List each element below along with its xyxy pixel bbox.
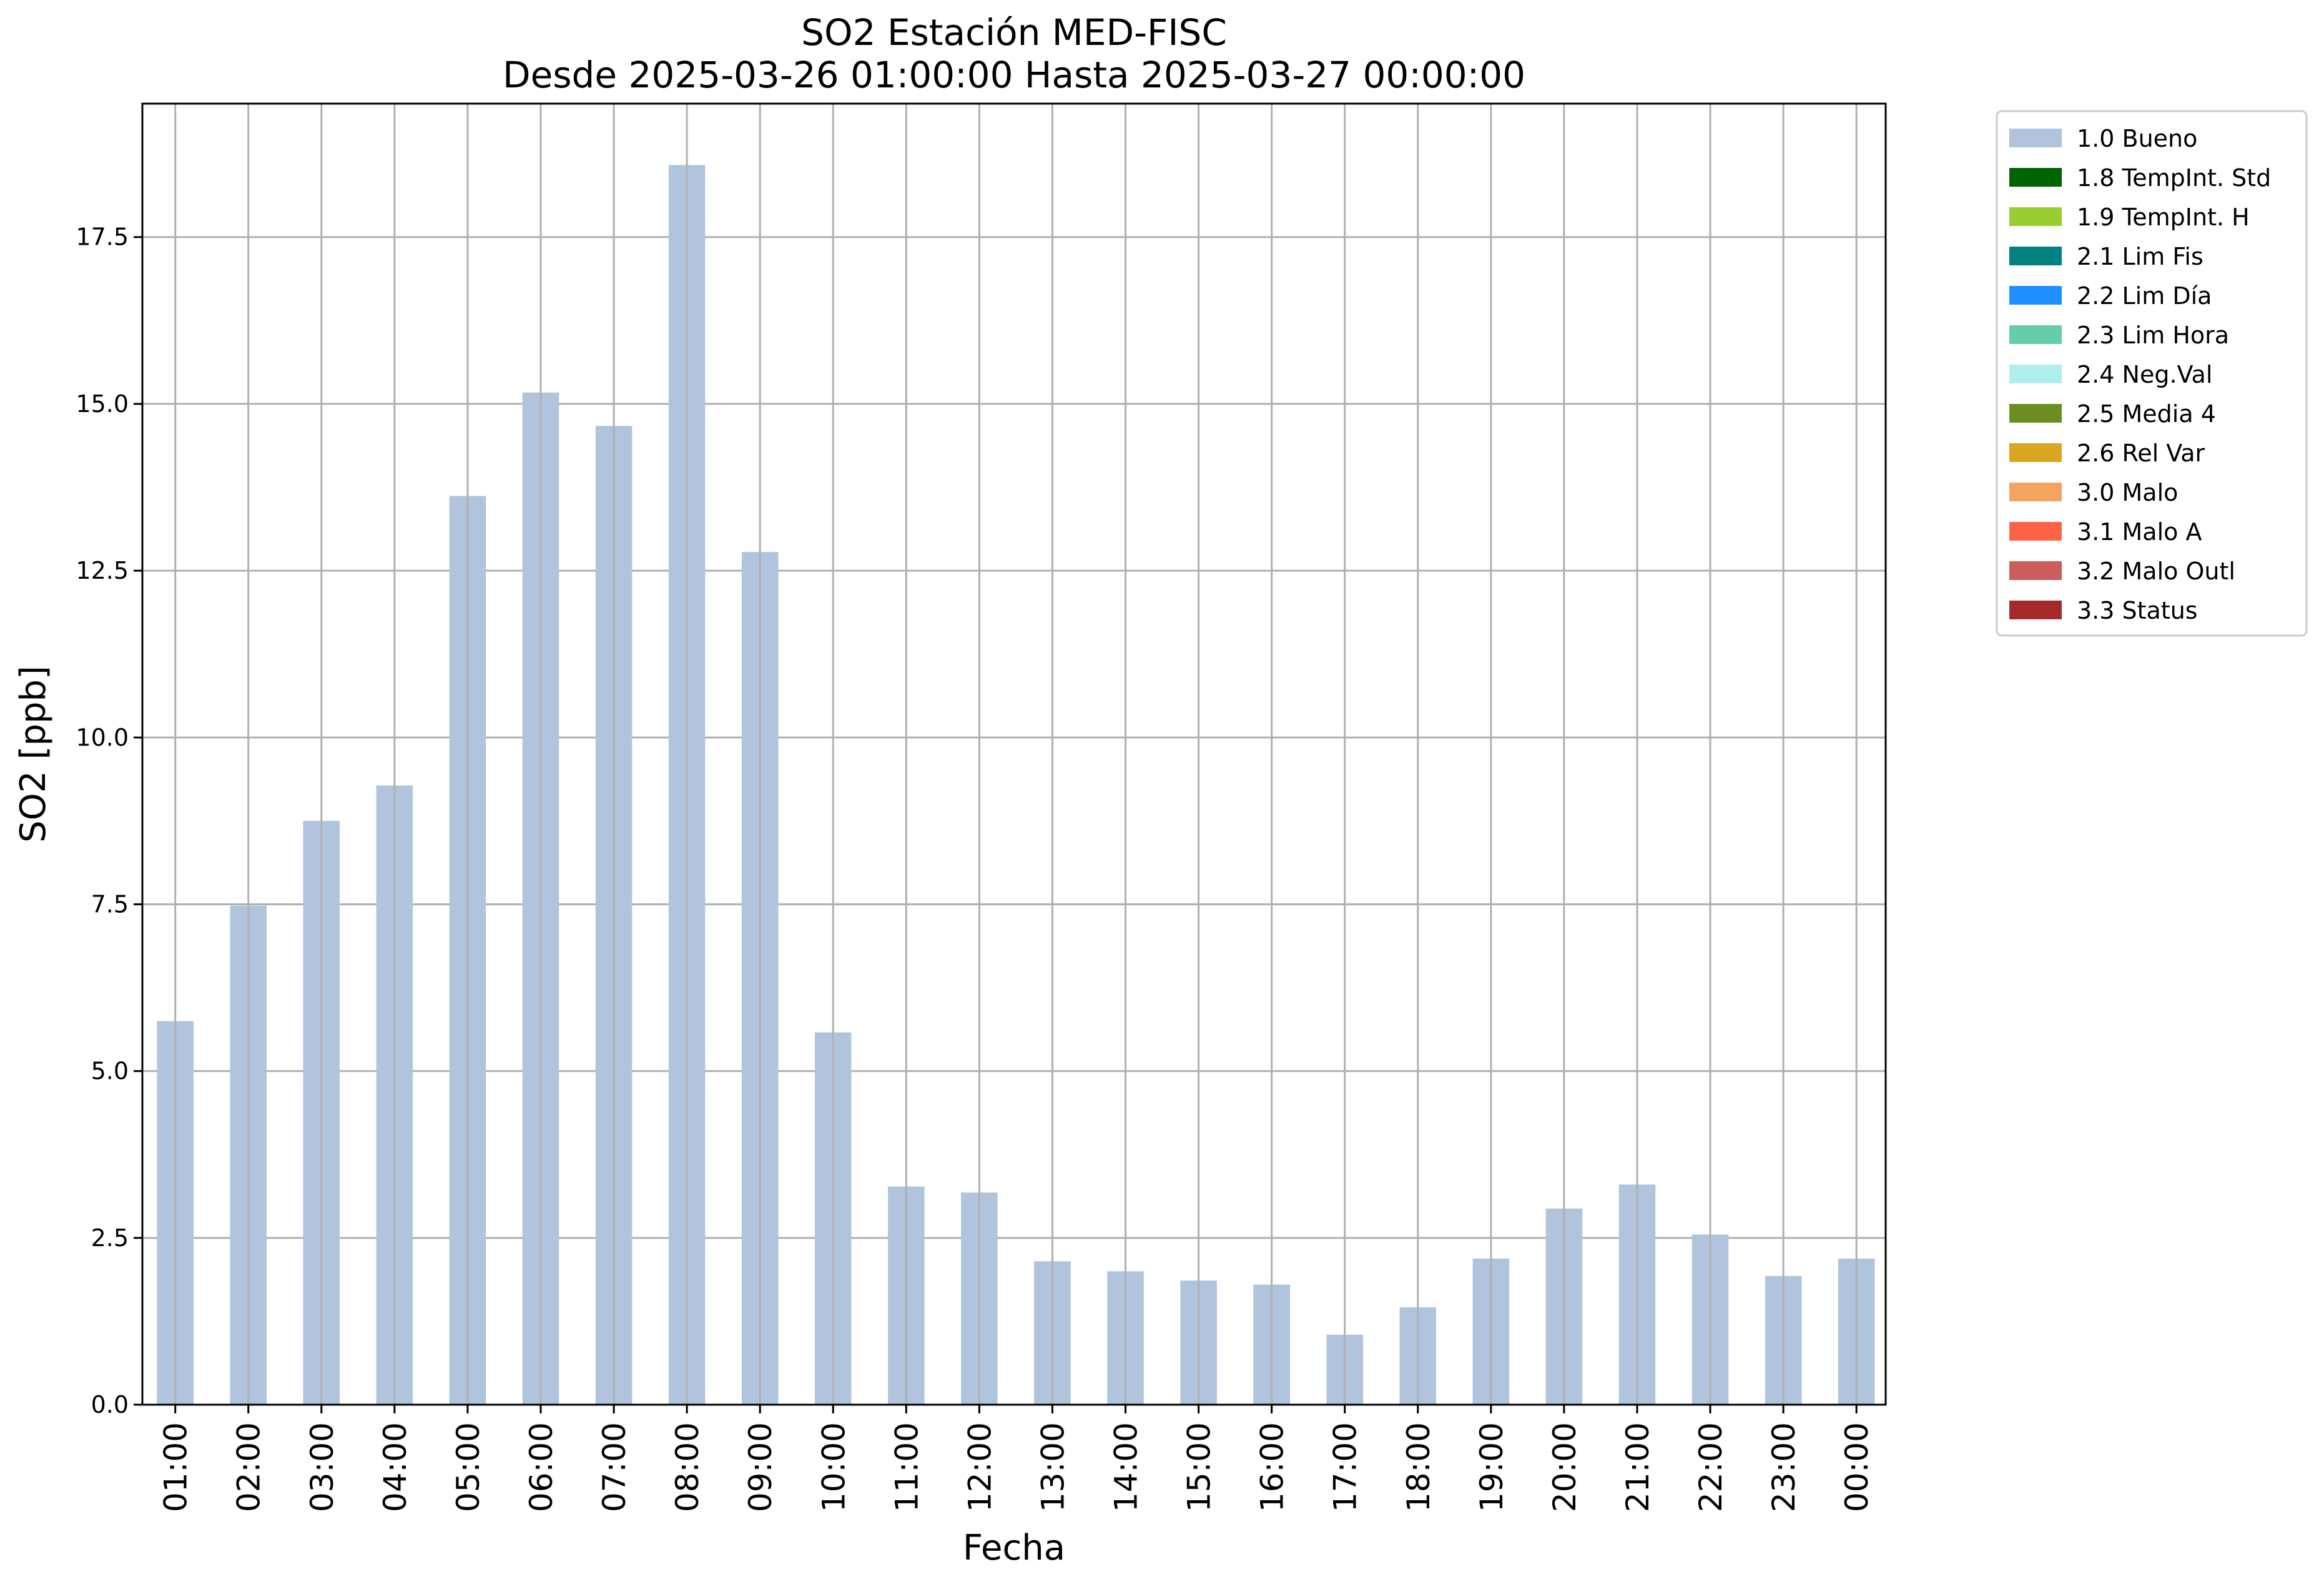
- x-tick-label: 01:00: [158, 1422, 194, 1512]
- legend-entry: 2.3 Lim Hora: [2077, 322, 2229, 349]
- x-tick-label: 05:00: [450, 1422, 486, 1512]
- legend-swatch: [2009, 286, 2062, 305]
- legend-entry: 3.3 Status: [2077, 597, 2198, 624]
- y-tick-label: 12.5: [76, 557, 129, 584]
- x-tick-label: 09:00: [742, 1422, 779, 1512]
- x-tick-label: 22:00: [1693, 1422, 1729, 1512]
- y-tick-label: 17.5: [76, 224, 129, 251]
- x-tick-label: 18:00: [1401, 1422, 1437, 1512]
- y-axis-ticks: 0.0 2.5 5.0 7.5 10.0 12.5 15.0 17.5: [76, 224, 142, 1418]
- legend-swatch: [2009, 129, 2062, 147]
- x-tick-label: 23:00: [1766, 1422, 1802, 1512]
- legend-swatch: [2009, 601, 2062, 619]
- x-tick-label: 00:00: [1839, 1422, 1875, 1512]
- legend-entry: 1.8 TempInt. Std: [2077, 164, 2271, 192]
- legend-entry: 2.1 Lim Fis: [2077, 243, 2203, 270]
- legend-swatch: [2009, 325, 2062, 344]
- legend-swatch: [2009, 365, 2062, 383]
- x-tick-label: 21:00: [1620, 1422, 1656, 1512]
- legend-swatch: [2009, 443, 2062, 462]
- x-tick-label: 19:00: [1474, 1422, 1510, 1512]
- x-tick-label: 16:00: [1254, 1422, 1291, 1512]
- y-tick-label: 15.0: [76, 390, 129, 418]
- legend: 1.0 Bueno 1.8 TempInt. Std 1.9 TempInt. H 2…: [1996, 110, 2308, 637]
- y-tick-label: 5.0: [91, 1058, 129, 1085]
- legend-entry: 2.2 Lim Día: [2077, 282, 2212, 310]
- legend-swatch: [2009, 522, 2062, 541]
- x-tick-label: 14:00: [1108, 1422, 1145, 1512]
- legend-entry: 2.4 Neg.Val: [2077, 361, 2212, 388]
- x-tick-label: 06:00: [523, 1422, 559, 1512]
- plot-frame: [141, 102, 1887, 1406]
- y-tick-label: 7.5: [91, 890, 129, 918]
- legend-swatch: [2009, 483, 2062, 501]
- x-tick-label: 20:00: [1547, 1422, 1583, 1512]
- x-tick-label: 15:00: [1181, 1422, 1218, 1512]
- vertical-grid-lines: [174, 104, 1858, 1405]
- legend-entry: 2.6 Rel Var: [2077, 440, 2205, 467]
- legend-swatch: [2009, 207, 2062, 226]
- y-tick-label: 2.5: [91, 1224, 129, 1252]
- x-tick-label: 11:00: [889, 1422, 925, 1512]
- legend-entry: 1.9 TempInt. H: [2077, 204, 2250, 231]
- legend-box: [1996, 110, 2308, 637]
- chart-subtitle: Desde 2025-03-26 01:00:00 Hasta 2025-03-…: [503, 54, 1525, 96]
- legend-entry: 3.0 Malo: [2077, 479, 2178, 506]
- y-tick-label: 10.0: [76, 724, 129, 751]
- legend-swatch: [2009, 404, 2062, 423]
- x-tick-label: 08:00: [669, 1422, 706, 1512]
- legend-entry: 2.5 Media 4: [2077, 400, 2216, 428]
- legend-swatch: [2009, 247, 2062, 265]
- y-tick-label: 0.0: [91, 1391, 129, 1418]
- legend-entry: 3.1 Malo A: [2077, 518, 2202, 546]
- x-tick-label: 07:00: [596, 1422, 633, 1512]
- x-tick-label: 04:00: [377, 1422, 413, 1512]
- x-tick-label: 13:00: [1035, 1422, 1071, 1512]
- x-tick-label: 03:00: [304, 1422, 340, 1512]
- legend-swatch: [2009, 168, 2062, 187]
- chart-title: SO2 Estación MED-FISC: [801, 11, 1227, 54]
- legend-swatch: [2009, 561, 2062, 580]
- x-tick-label: 17:00: [1327, 1422, 1364, 1512]
- legend-entry: 1.0 Bueno: [2077, 125, 2197, 152]
- x-tick-label: 02:00: [231, 1422, 267, 1512]
- x-axis-label: Fecha: [963, 1528, 1065, 1568]
- x-tick-label: 12:00: [962, 1422, 998, 1512]
- legend-entry: 3.2 Malo Outl: [2077, 558, 2235, 585]
- x-axis-ticks: 01:00 02:00 03:00 04:00 05:00 06:00 07:00 08:00…: [158, 1405, 1875, 1512]
- y-axis-label: SO2 [ppb]: [13, 666, 54, 842]
- x-tick-label: 10:00: [815, 1422, 852, 1512]
